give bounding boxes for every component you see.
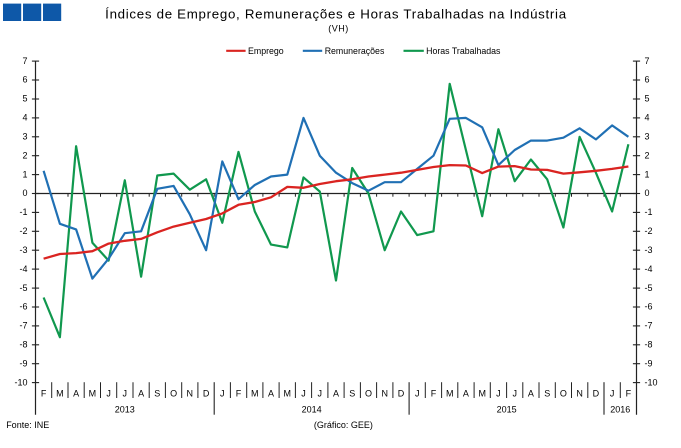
svg-text:-5: -5	[645, 283, 653, 293]
svg-text:-7: -7	[19, 321, 27, 331]
svg-text:F: F	[431, 388, 437, 398]
svg-text:1: 1	[645, 169, 650, 179]
svg-text:-6: -6	[645, 302, 653, 312]
svg-text:-4: -4	[19, 264, 27, 274]
svg-text:J: J	[123, 388, 128, 398]
svg-text:6: 6	[645, 75, 650, 85]
svg-text:-10: -10	[14, 377, 27, 387]
svg-text:1: 1	[22, 169, 27, 179]
svg-text:0: 0	[645, 188, 650, 198]
svg-text:-4: -4	[645, 264, 653, 274]
svg-text:-10: -10	[645, 377, 658, 387]
svg-text:M: M	[478, 388, 486, 398]
svg-text:M: M	[251, 388, 259, 398]
svg-text:5: 5	[22, 94, 27, 104]
svg-text:J: J	[220, 388, 225, 398]
svg-text:-1: -1	[645, 207, 653, 217]
svg-text:M: M	[446, 388, 454, 398]
svg-text:J: J	[512, 388, 517, 398]
svg-text:7: 7	[22, 56, 27, 66]
svg-text:O: O	[560, 388, 567, 398]
svg-text:-8: -8	[19, 340, 27, 350]
svg-text:(VH): (VH)	[328, 24, 349, 34]
svg-text:4: 4	[22, 113, 27, 123]
svg-text:M: M	[56, 388, 64, 398]
svg-text:2015: 2015	[497, 405, 517, 415]
svg-text:Horas Trabalhadas: Horas Trabalhadas	[426, 46, 501, 56]
svg-text:M: M	[89, 388, 97, 398]
svg-text:Índices de Emprego, Remuneraçõ: Índices de Emprego, Remunerações e Horas…	[105, 6, 567, 21]
svg-text:O: O	[170, 388, 177, 398]
svg-text:-8: -8	[645, 340, 653, 350]
svg-text:A: A	[528, 388, 534, 398]
svg-text:D: D	[593, 388, 600, 398]
svg-text:D: D	[398, 388, 405, 398]
svg-text:M: M	[284, 388, 292, 398]
svg-text:3: 3	[22, 132, 27, 142]
svg-text:J: J	[318, 388, 323, 398]
svg-text:-3: -3	[19, 245, 27, 255]
svg-text:O: O	[365, 388, 372, 398]
svg-text:D: D	[203, 388, 210, 398]
svg-text:S: S	[349, 388, 355, 398]
svg-text:2016: 2016	[610, 405, 630, 415]
svg-text:4: 4	[645, 113, 650, 123]
svg-text:A: A	[73, 388, 79, 398]
svg-text:N: N	[187, 388, 194, 398]
svg-text:5: 5	[645, 94, 650, 104]
svg-text:-2: -2	[19, 226, 27, 236]
svg-text:F: F	[236, 388, 242, 398]
svg-text:S: S	[544, 388, 550, 398]
svg-text:2: 2	[645, 150, 650, 160]
svg-text:S: S	[154, 388, 160, 398]
svg-text:N: N	[381, 388, 388, 398]
svg-text:2014: 2014	[302, 405, 322, 415]
svg-text:F: F	[41, 388, 47, 398]
svg-text:-9: -9	[19, 358, 27, 368]
svg-text:-3: -3	[645, 245, 653, 255]
svg-text:J: J	[106, 388, 111, 398]
svg-text:3: 3	[645, 132, 650, 142]
svg-text:-9: -9	[645, 358, 653, 368]
svg-text:(Gráfico: GEE): (Gráfico: GEE)	[314, 420, 373, 430]
svg-text:J: J	[610, 388, 615, 398]
svg-text:A: A	[333, 388, 339, 398]
svg-text:0: 0	[22, 188, 27, 198]
svg-text:-7: -7	[645, 321, 653, 331]
svg-text:-5: -5	[19, 283, 27, 293]
svg-text:2013: 2013	[115, 405, 135, 415]
svg-text:-1: -1	[19, 207, 27, 217]
svg-text:Remunerações: Remunerações	[325, 46, 385, 56]
svg-text:J: J	[415, 388, 420, 398]
svg-text:J: J	[496, 388, 501, 398]
svg-text:2: 2	[22, 150, 27, 160]
svg-text:A: A	[138, 388, 144, 398]
svg-text:J: J	[301, 388, 306, 398]
svg-text:7: 7	[645, 56, 650, 66]
svg-text:A: A	[268, 388, 274, 398]
svg-text:-2: -2	[645, 226, 653, 236]
svg-text:Emprego: Emprego	[248, 46, 284, 56]
svg-text:Fonte: INE: Fonte: INE	[6, 420, 49, 430]
svg-text:A: A	[463, 388, 469, 398]
svg-text:F: F	[626, 388, 632, 398]
svg-text:-6: -6	[19, 302, 27, 312]
svg-text:N: N	[576, 388, 583, 398]
svg-text:6: 6	[22, 75, 27, 85]
